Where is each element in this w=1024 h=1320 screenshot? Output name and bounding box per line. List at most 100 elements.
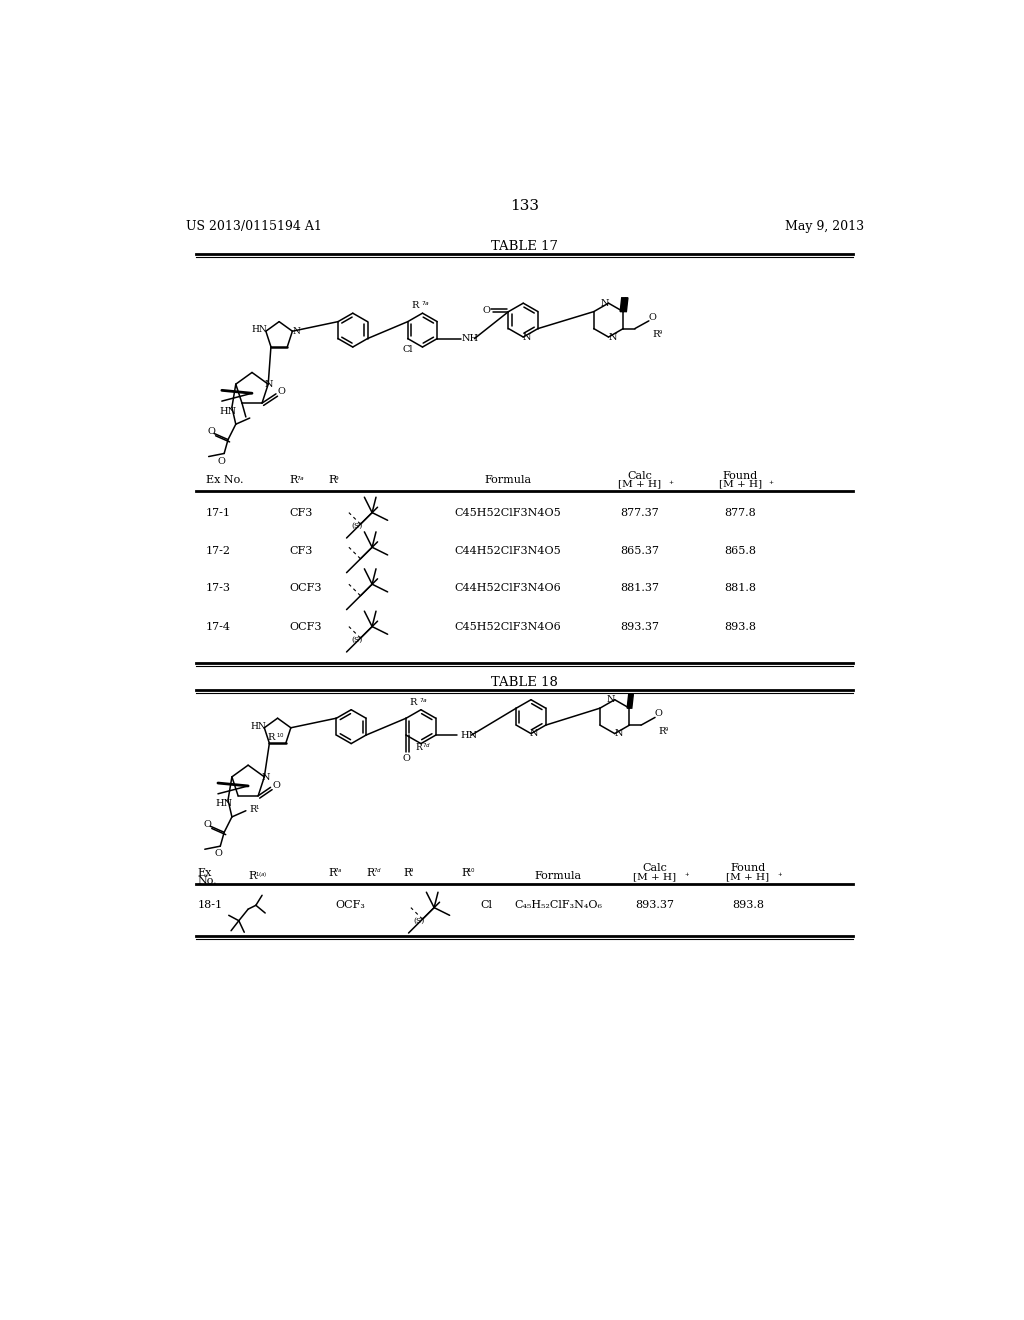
Polygon shape	[621, 298, 628, 312]
Text: N: N	[606, 696, 615, 704]
Text: R: R	[403, 869, 412, 878]
Text: $^+$: $^+$	[667, 480, 674, 488]
Text: R: R	[652, 330, 659, 339]
Text: C44H52ClF3N4O6: C44H52ClF3N4O6	[455, 583, 561, 593]
Text: (S): (S)	[413, 916, 424, 925]
Text: N: N	[292, 327, 300, 335]
Text: $^+$: $^+$	[683, 873, 690, 880]
Text: $^{10}$: $^{10}$	[276, 733, 285, 741]
Text: $^+$: $^+$	[767, 480, 775, 488]
Text: O: O	[648, 313, 656, 322]
Text: N: N	[608, 333, 616, 342]
Text: Formula: Formula	[535, 871, 582, 880]
Text: $^9$: $^9$	[665, 727, 670, 735]
Text: R: R	[412, 301, 419, 310]
Text: Found: Found	[723, 471, 758, 480]
Text: O: O	[218, 457, 225, 466]
Text: [M + H]: [M + H]	[719, 479, 762, 488]
Text: $^{7a}$: $^{7a}$	[296, 477, 305, 484]
Text: HN: HN	[461, 731, 477, 739]
Text: OCF3: OCF3	[289, 622, 322, 631]
Text: [M + H]: [M + H]	[726, 873, 770, 882]
Text: [M + H]: [M + H]	[617, 479, 662, 488]
Text: N: N	[529, 729, 539, 738]
Text: Cl: Cl	[480, 900, 493, 911]
Text: 881.37: 881.37	[620, 583, 659, 593]
Text: 17-1: 17-1	[206, 508, 230, 517]
Text: C44H52ClF3N4O5: C44H52ClF3N4O5	[455, 546, 561, 556]
Text: 133: 133	[510, 199, 540, 213]
Text: $^{7d}$: $^{7d}$	[373, 869, 382, 876]
Text: R: R	[248, 871, 256, 880]
Text: O: O	[402, 754, 411, 763]
Text: R: R	[367, 869, 375, 878]
Text: N: N	[522, 333, 530, 342]
Text: R: R	[267, 733, 274, 742]
Text: 893.37: 893.37	[620, 622, 659, 631]
Text: 17-2: 17-2	[206, 546, 230, 556]
Text: C₄₅H₅₂ClF₃N₄O₆: C₄₅H₅₂ClF₃N₄O₆	[514, 900, 602, 911]
Text: $^{10}$: $^{10}$	[467, 869, 476, 876]
Text: O: O	[203, 820, 211, 829]
Text: TABLE 18: TABLE 18	[492, 676, 558, 689]
Text: R: R	[289, 475, 297, 486]
Text: No.: No.	[198, 875, 217, 886]
Text: HN: HN	[252, 325, 267, 334]
Text: O: O	[278, 387, 286, 396]
Text: [M + H]: [M + H]	[634, 873, 677, 882]
Text: R: R	[658, 727, 666, 735]
Text: Cl: Cl	[402, 345, 413, 354]
Text: (S): (S)	[351, 636, 362, 644]
Text: $^9$: $^9$	[658, 331, 664, 339]
Text: R: R	[328, 869, 336, 878]
Text: O: O	[214, 849, 222, 858]
Text: 893.8: 893.8	[724, 622, 757, 631]
Text: Ex: Ex	[198, 869, 212, 878]
Text: TABLE 17: TABLE 17	[492, 240, 558, 253]
Text: N: N	[265, 380, 273, 389]
Text: 893.37: 893.37	[636, 900, 675, 911]
Text: $^{7a}$: $^{7a}$	[420, 698, 428, 706]
Text: 881.8: 881.8	[724, 583, 757, 593]
Text: Found: Found	[730, 863, 766, 874]
Text: Formula: Formula	[484, 475, 531, 486]
Text: 877.37: 877.37	[621, 508, 658, 517]
Text: CF3: CF3	[289, 546, 312, 556]
Text: C45H52ClF3N4O5: C45H52ClF3N4O5	[455, 508, 561, 517]
Text: R: R	[328, 475, 336, 486]
Text: $^1$: $^1$	[255, 805, 260, 813]
Text: 865.37: 865.37	[620, 546, 659, 556]
Text: O: O	[272, 780, 280, 789]
Text: 893.8: 893.8	[732, 900, 764, 911]
Text: 865.8: 865.8	[724, 546, 757, 556]
Text: OCF3: OCF3	[289, 583, 322, 593]
Text: Calc: Calc	[627, 471, 652, 480]
Text: N: N	[614, 729, 623, 738]
Text: R: R	[249, 805, 256, 813]
Text: $^+$: $^+$	[776, 873, 783, 880]
Text: NH: NH	[462, 334, 479, 343]
Text: Calc: Calc	[643, 863, 668, 874]
Text: (S): (S)	[351, 521, 362, 529]
Text: HN: HN	[219, 407, 237, 416]
Text: $^{7a}$: $^{7a}$	[334, 869, 343, 876]
Polygon shape	[627, 694, 633, 708]
Text: 877.8: 877.8	[724, 508, 756, 517]
Text: O: O	[207, 428, 215, 437]
Text: C45H52ClF3N4O6: C45H52ClF3N4O6	[455, 622, 561, 631]
Text: 18-1: 18-1	[198, 900, 223, 911]
Text: CF3: CF3	[289, 508, 312, 517]
Text: R: R	[410, 697, 417, 706]
Text: 17-3: 17-3	[206, 583, 230, 593]
Text: US 2013/0115194 A1: US 2013/0115194 A1	[186, 219, 322, 232]
Text: Ex No.: Ex No.	[206, 475, 243, 486]
Text: May 9, 2013: May 9, 2013	[785, 219, 864, 232]
Text: $^{7d}$: $^{7d}$	[422, 743, 431, 751]
Text: R: R	[461, 869, 469, 878]
Text: $^9$: $^9$	[410, 869, 415, 876]
Text: HN: HN	[250, 722, 266, 731]
Text: $^{7a}$: $^{7a}$	[421, 301, 430, 309]
Text: N: N	[262, 774, 270, 783]
Text: O: O	[482, 306, 489, 314]
Text: $^9$: $^9$	[334, 477, 340, 484]
